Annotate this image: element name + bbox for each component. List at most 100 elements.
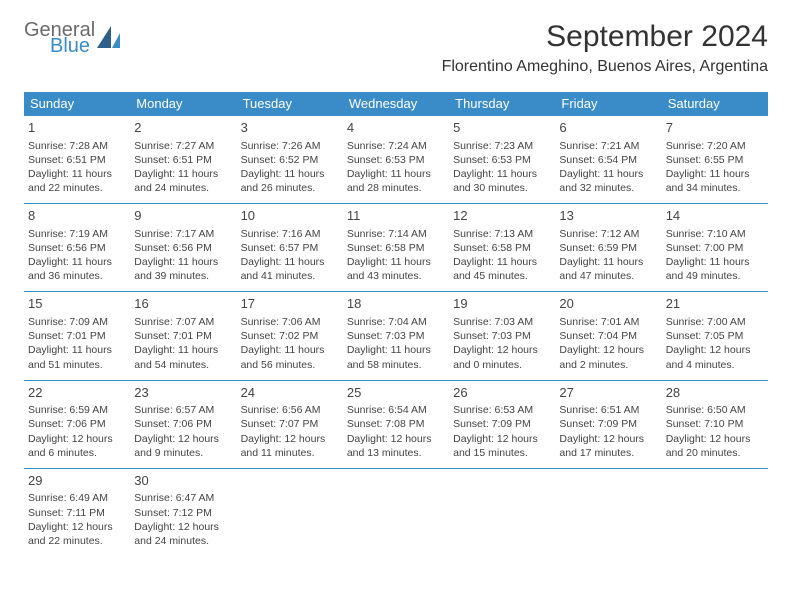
day-cell: 25Sunrise: 6:54 AMSunset: 7:08 PMDayligh… xyxy=(343,380,449,468)
daylight-text: Daylight: 11 hours xyxy=(134,255,232,269)
day-cell: 24Sunrise: 6:56 AMSunset: 7:07 PMDayligh… xyxy=(237,380,343,468)
daylight-text: and 56 minutes. xyxy=(241,358,339,372)
daylight-text: Daylight: 12 hours xyxy=(134,520,232,534)
daylight-text: and 9 minutes. xyxy=(134,446,232,460)
day-cell: 28Sunrise: 6:50 AMSunset: 7:10 PMDayligh… xyxy=(662,380,768,468)
daylight-text: and 6 minutes. xyxy=(28,446,126,460)
daylight-text: and 39 minutes. xyxy=(134,269,232,283)
sunset-text: Sunset: 7:12 PM xyxy=(134,506,232,520)
sunset-text: Sunset: 6:51 PM xyxy=(28,153,126,167)
day-cell xyxy=(662,468,768,556)
sunrise-text: Sunrise: 7:06 AM xyxy=(241,315,339,329)
sunrise-text: Sunrise: 6:47 AM xyxy=(134,491,232,505)
day-cell: 22Sunrise: 6:59 AMSunset: 7:06 PMDayligh… xyxy=(24,380,130,468)
day-cell: 23Sunrise: 6:57 AMSunset: 7:06 PMDayligh… xyxy=(130,380,236,468)
day-cell xyxy=(343,468,449,556)
sunset-text: Sunset: 6:59 PM xyxy=(559,241,657,255)
sunrise-text: Sunrise: 7:26 AM xyxy=(241,139,339,153)
day-number: 15 xyxy=(28,295,126,313)
sunset-text: Sunset: 7:06 PM xyxy=(28,417,126,431)
sunset-text: Sunset: 7:06 PM xyxy=(134,417,232,431)
daylight-text: Daylight: 12 hours xyxy=(28,432,126,446)
daylight-text: Daylight: 12 hours xyxy=(347,432,445,446)
day-cell xyxy=(237,468,343,556)
day-header: Wednesday xyxy=(343,92,449,116)
sunset-text: Sunset: 7:03 PM xyxy=(347,329,445,343)
day-cell: 3Sunrise: 7:26 AMSunset: 6:52 PMDaylight… xyxy=(237,116,343,204)
day-number: 18 xyxy=(347,295,445,313)
sunrise-text: Sunrise: 7:19 AM xyxy=(28,227,126,241)
sunrise-text: Sunrise: 7:20 AM xyxy=(666,139,764,153)
daylight-text: and 17 minutes. xyxy=(559,446,657,460)
sunrise-text: Sunrise: 6:49 AM xyxy=(28,491,126,505)
daylight-text: Daylight: 12 hours xyxy=(666,432,764,446)
day-cell: 16Sunrise: 7:07 AMSunset: 7:01 PMDayligh… xyxy=(130,292,236,380)
day-number: 23 xyxy=(134,384,232,402)
week-row: 22Sunrise: 6:59 AMSunset: 7:06 PMDayligh… xyxy=(24,380,768,468)
daylight-text: Daylight: 11 hours xyxy=(666,167,764,181)
day-number: 3 xyxy=(241,119,339,137)
daylight-text: and 4 minutes. xyxy=(666,358,764,372)
day-number: 29 xyxy=(28,472,126,490)
day-header: Tuesday xyxy=(237,92,343,116)
sunrise-text: Sunrise: 7:12 AM xyxy=(559,227,657,241)
sunrise-text: Sunrise: 6:54 AM xyxy=(347,403,445,417)
day-cell xyxy=(449,468,555,556)
week-row: 1Sunrise: 7:28 AMSunset: 6:51 PMDaylight… xyxy=(24,116,768,204)
day-number: 4 xyxy=(347,119,445,137)
day-number: 27 xyxy=(559,384,657,402)
day-cell: 6Sunrise: 7:21 AMSunset: 6:54 PMDaylight… xyxy=(555,116,661,204)
sunrise-text: Sunrise: 7:14 AM xyxy=(347,227,445,241)
day-cell: 14Sunrise: 7:10 AMSunset: 7:00 PMDayligh… xyxy=(662,204,768,292)
daylight-text: and 47 minutes. xyxy=(559,269,657,283)
logo-sail-icon xyxy=(97,26,123,53)
sunset-text: Sunset: 7:01 PM xyxy=(28,329,126,343)
sunrise-text: Sunrise: 7:16 AM xyxy=(241,227,339,241)
daylight-text: and 45 minutes. xyxy=(453,269,551,283)
sunrise-text: Sunrise: 7:13 AM xyxy=(453,227,551,241)
day-cell: 1Sunrise: 7:28 AMSunset: 6:51 PMDaylight… xyxy=(24,116,130,204)
sunrise-text: Sunrise: 7:00 AM xyxy=(666,315,764,329)
sunrise-text: Sunrise: 7:21 AM xyxy=(559,139,657,153)
day-cell: 4Sunrise: 7:24 AMSunset: 6:53 PMDaylight… xyxy=(343,116,449,204)
daylight-text: and 58 minutes. xyxy=(347,358,445,372)
day-header: Monday xyxy=(130,92,236,116)
sunrise-text: Sunrise: 6:50 AM xyxy=(666,403,764,417)
sunset-text: Sunset: 7:02 PM xyxy=(241,329,339,343)
day-number: 7 xyxy=(666,119,764,137)
daylight-text: Daylight: 11 hours xyxy=(453,255,551,269)
daylight-text: and 20 minutes. xyxy=(666,446,764,460)
sunset-text: Sunset: 7:07 PM xyxy=(241,417,339,431)
sunrise-text: Sunrise: 7:17 AM xyxy=(134,227,232,241)
day-number: 13 xyxy=(559,207,657,225)
daylight-text: and 41 minutes. xyxy=(241,269,339,283)
day-number: 21 xyxy=(666,295,764,313)
daylight-text: Daylight: 11 hours xyxy=(347,343,445,357)
sunset-text: Sunset: 6:57 PM xyxy=(241,241,339,255)
day-number: 2 xyxy=(134,119,232,137)
sunset-text: Sunset: 7:10 PM xyxy=(666,417,764,431)
day-cell: 13Sunrise: 7:12 AMSunset: 6:59 PMDayligh… xyxy=(555,204,661,292)
daylight-text: Daylight: 11 hours xyxy=(241,167,339,181)
daylight-text: Daylight: 11 hours xyxy=(241,255,339,269)
sunset-text: Sunset: 7:05 PM xyxy=(666,329,764,343)
day-cell: 2Sunrise: 7:27 AMSunset: 6:51 PMDaylight… xyxy=(130,116,236,204)
sunrise-text: Sunrise: 6:59 AM xyxy=(28,403,126,417)
day-cell: 11Sunrise: 7:14 AMSunset: 6:58 PMDayligh… xyxy=(343,204,449,292)
daylight-text: Daylight: 12 hours xyxy=(453,432,551,446)
week-row: 8Sunrise: 7:19 AMSunset: 6:56 PMDaylight… xyxy=(24,204,768,292)
sunset-text: Sunset: 7:00 PM xyxy=(666,241,764,255)
sunset-text: Sunset: 7:01 PM xyxy=(134,329,232,343)
sunrise-text: Sunrise: 7:03 AM xyxy=(453,315,551,329)
daylight-text: and 24 minutes. xyxy=(134,534,232,548)
day-cell: 19Sunrise: 7:03 AMSunset: 7:03 PMDayligh… xyxy=(449,292,555,380)
day-cell: 8Sunrise: 7:19 AMSunset: 6:56 PMDaylight… xyxy=(24,204,130,292)
day-number: 30 xyxy=(134,472,232,490)
day-number: 11 xyxy=(347,207,445,225)
day-number: 8 xyxy=(28,207,126,225)
sunset-text: Sunset: 7:09 PM xyxy=(559,417,657,431)
daylight-text: and 24 minutes. xyxy=(134,181,232,195)
sunrise-text: Sunrise: 7:23 AM xyxy=(453,139,551,153)
day-header-row: Sunday Monday Tuesday Wednesday Thursday… xyxy=(24,92,768,116)
sunrise-text: Sunrise: 7:24 AM xyxy=(347,139,445,153)
